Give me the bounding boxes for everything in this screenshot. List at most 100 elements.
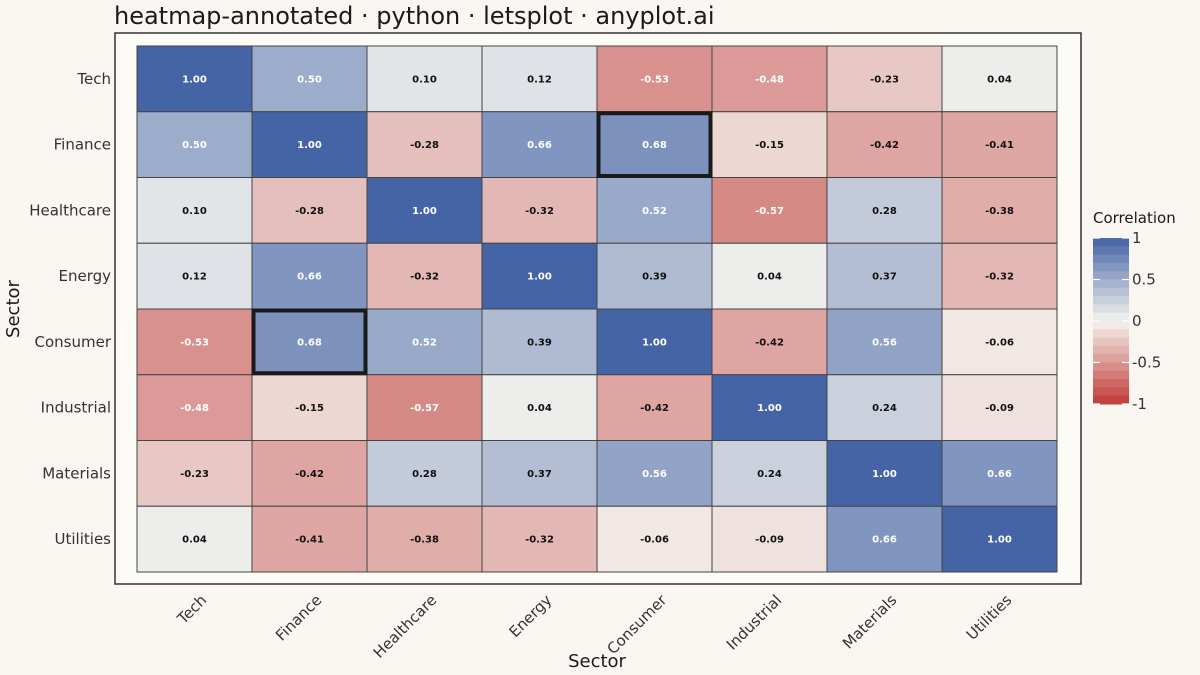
cell-value-label: 0.04 — [987, 74, 1012, 85]
cell-value-label: 0.66 — [527, 140, 552, 151]
heatmap-cell — [251, 308, 368, 376]
cell-value-label: -0.42 — [870, 140, 899, 151]
heatmap-cell — [826, 505, 943, 573]
x-tick-label: Energy — [505, 591, 555, 641]
cell-value-label: 0.39 — [642, 272, 667, 283]
cell-value-label: 0.10 — [182, 206, 207, 217]
cell-value-label: -0.09 — [755, 535, 784, 546]
cell-value-label: -0.06 — [985, 337, 1014, 348]
heatmap-cell — [711, 242, 828, 310]
y-tick-label: Utilities — [55, 530, 112, 548]
heatmap-cell — [596, 242, 713, 310]
heatmap-cell — [711, 374, 828, 441]
heatmap-cell — [481, 111, 598, 178]
heatmap-cell — [596, 505, 713, 573]
cell-value-label: -0.48 — [755, 74, 784, 85]
heatmap-cell — [136, 177, 253, 244]
y-tick-label: Energy — [58, 267, 111, 285]
heatmap-cell — [826, 45, 943, 113]
cell-value-label: 0.66 — [987, 469, 1012, 480]
heatmap-cell — [366, 308, 483, 376]
cell-value-label: 0.04 — [182, 535, 207, 546]
highlight-box — [596, 111, 713, 178]
heatmap-cell — [941, 177, 1058, 244]
cell-value-label: 0.10 — [412, 74, 437, 85]
legend-color-step — [1093, 296, 1129, 305]
cell-value-label: 1.00 — [527, 272, 552, 283]
highlight-box — [251, 308, 368, 376]
x-tick-label: Materials — [839, 591, 900, 652]
heatmap-cell — [941, 505, 1058, 573]
heatmap-cell — [136, 440, 253, 507]
x-tick-label: Utilities — [963, 591, 1016, 644]
legend-tick-label: 0 — [1132, 312, 1142, 330]
cell-value-label: -0.53 — [640, 74, 669, 85]
cell-value-label: -0.57 — [755, 206, 784, 217]
heatmap-cell — [481, 177, 598, 244]
cell-value-label: -0.15 — [755, 140, 784, 151]
legend-tick-label: -1 — [1132, 395, 1147, 413]
heatmap-cell — [711, 505, 828, 573]
heatmap-cell — [711, 177, 828, 244]
cell-value-label: 0.52 — [642, 206, 667, 217]
heatmap-cell — [251, 440, 368, 507]
cell-value-label: -0.28 — [295, 206, 324, 217]
cell-value-label: -0.23 — [870, 74, 899, 85]
cell-value-label: 1.00 — [872, 469, 897, 480]
cell-value-label: -0.23 — [180, 469, 209, 480]
heatmap-cell — [941, 308, 1058, 376]
cell-value-label: -0.32 — [410, 272, 439, 283]
x-tick-label: Industrial — [723, 591, 785, 653]
cell-value-label: 0.04 — [757, 272, 782, 283]
cell-value-label: 0.37 — [872, 272, 897, 283]
x-tick-label: Tech — [173, 591, 210, 628]
legend-color-step — [1093, 246, 1129, 256]
heatmap-cell — [251, 505, 368, 573]
heatmap-cell — [596, 111, 713, 178]
legend-color-step — [1093, 254, 1129, 264]
heatmap-cell — [481, 505, 598, 573]
cell-value-label: 0.66 — [872, 535, 897, 546]
cell-value-label: -0.38 — [410, 535, 439, 546]
cell-value-label: 0.28 — [412, 469, 437, 480]
heatmap-cell — [941, 111, 1058, 178]
cell-value-label: 0.28 — [872, 206, 897, 217]
cell-value-label: 0.12 — [527, 74, 552, 85]
cell-value-label: 0.39 — [527, 337, 552, 348]
heatmap-cell — [941, 45, 1058, 113]
cell-value-label: -0.32 — [985, 272, 1014, 283]
heatmap-cell — [596, 308, 713, 376]
cell-value-label: 0.68 — [642, 140, 667, 151]
cell-value-label: -0.53 — [180, 337, 209, 348]
cell-value-label: -0.41 — [985, 140, 1014, 151]
legend-color-step — [1093, 271, 1129, 280]
legend-color-step — [1093, 387, 1129, 397]
heatmap-cell — [136, 505, 253, 573]
legend-color-step — [1093, 304, 1129, 314]
legend-tick-label: 1 — [1132, 229, 1142, 247]
y-tick-label: Tech — [76, 70, 111, 88]
heatmap-cell — [366, 177, 483, 244]
x-tick-label: Healthcare — [370, 591, 441, 662]
legend-color-step — [1093, 370, 1129, 380]
y-tick-label: Industrial — [41, 399, 111, 417]
heatmap-cell — [596, 177, 713, 244]
cell-value-label: 0.52 — [412, 337, 437, 348]
legend-color-step — [1093, 321, 1129, 330]
legend-tick-label: -0.5 — [1132, 354, 1161, 372]
cell-value-label: 1.00 — [412, 206, 437, 217]
cell-value-label: 0.56 — [872, 337, 897, 348]
heatmap-cell — [596, 440, 713, 507]
cell-value-label: 0.50 — [297, 74, 322, 85]
heatmap-cell — [826, 177, 943, 244]
heatmap-cell — [481, 374, 598, 441]
heatmap-cell — [826, 374, 943, 441]
heatmap-cell — [711, 111, 828, 178]
cell-value-label: 1.00 — [642, 337, 667, 348]
heatmap-cell — [251, 177, 368, 244]
legend-color-step — [1093, 379, 1129, 388]
legend-color-step — [1093, 329, 1129, 339]
legend-tick-label: 0.5 — [1132, 271, 1156, 289]
heatmap-cell — [711, 45, 828, 113]
